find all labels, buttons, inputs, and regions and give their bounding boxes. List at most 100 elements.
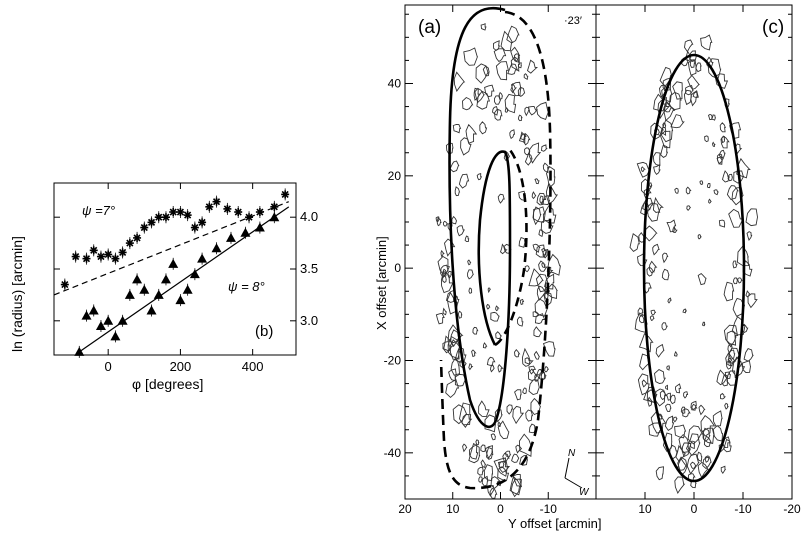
panel-a-contours <box>435 22 561 499</box>
contour <box>669 444 678 461</box>
series-2-point <box>254 222 265 232</box>
contour <box>545 182 559 205</box>
contour <box>698 404 706 416</box>
contour <box>452 404 468 425</box>
contour <box>497 460 511 473</box>
contour <box>523 132 531 146</box>
contour <box>708 198 712 204</box>
contour <box>512 405 525 425</box>
contour <box>661 268 670 281</box>
contour <box>683 391 689 399</box>
contour <box>718 443 726 453</box>
series-1-point <box>205 202 214 211</box>
contour <box>640 166 646 172</box>
panel-a-scale: ·23′ <box>564 15 582 27</box>
series-1-point <box>270 202 279 211</box>
contour <box>685 84 694 96</box>
contour <box>672 81 683 100</box>
contour <box>528 379 540 395</box>
contour <box>711 114 717 121</box>
contour <box>536 369 543 376</box>
x-tick-label: 0 <box>105 359 112 374</box>
x-tick-label: 400 <box>242 359 264 374</box>
contour <box>643 386 658 403</box>
contour <box>674 187 679 194</box>
contour <box>742 360 752 373</box>
contour <box>539 195 545 205</box>
contour <box>723 438 732 453</box>
contour <box>497 421 501 427</box>
series-1-point <box>255 208 264 217</box>
contour <box>511 453 520 463</box>
contour <box>718 149 726 159</box>
contour <box>743 348 754 362</box>
contour <box>519 454 528 466</box>
spiral-arm-dashed-inner <box>494 149 528 347</box>
panel-b-tag: (b) <box>255 323 273 340</box>
contour <box>451 215 457 225</box>
contour <box>649 315 655 321</box>
contour <box>673 350 678 357</box>
contour <box>655 466 664 481</box>
y-tick-label: 3.0 <box>300 313 318 328</box>
contour <box>524 147 531 156</box>
contour <box>506 25 520 44</box>
psi7-label: ψ =7° <box>82 203 115 218</box>
series-1-point <box>133 233 142 242</box>
contour <box>448 368 457 382</box>
series-1-point <box>161 213 170 222</box>
contour <box>509 129 516 140</box>
contour <box>726 185 739 201</box>
contour <box>747 293 758 309</box>
contour <box>510 46 521 64</box>
contour <box>673 416 678 423</box>
contour <box>543 205 557 224</box>
contour <box>723 281 735 302</box>
contour <box>528 142 542 164</box>
contour <box>645 225 658 242</box>
contour <box>458 173 470 189</box>
series-1-point <box>111 254 120 263</box>
y-tick-label: 40 <box>388 76 402 90</box>
contour <box>465 123 478 144</box>
series-1-point <box>140 223 149 232</box>
series-2-point <box>225 232 236 242</box>
series-2-point <box>95 320 106 330</box>
west-label: W <box>579 487 590 498</box>
contour <box>442 340 452 352</box>
series-2-point <box>189 269 200 279</box>
contour <box>544 365 550 373</box>
contour <box>464 235 470 243</box>
contour <box>650 309 657 316</box>
contour <box>660 144 669 158</box>
contour <box>701 321 706 327</box>
contour <box>546 165 556 189</box>
contour <box>494 408 503 423</box>
contour <box>490 311 500 322</box>
y-tick-label: 0 <box>394 261 401 275</box>
series-2-point <box>153 289 164 299</box>
contour <box>674 424 687 439</box>
contour <box>542 162 550 174</box>
contour <box>653 163 661 176</box>
panel-c-contours <box>629 34 758 494</box>
contour <box>536 101 550 120</box>
contour <box>687 425 704 445</box>
contour <box>486 303 491 310</box>
panel-a-ticks: 20 10 0 -10 -40 -20 0 20 40 <box>384 5 596 516</box>
contour <box>516 316 524 327</box>
contour <box>690 440 695 450</box>
series-1-point <box>96 252 105 261</box>
series-2-point <box>81 310 92 320</box>
contour <box>728 347 740 365</box>
contour <box>536 285 548 302</box>
contour <box>535 273 549 293</box>
contour <box>494 108 503 121</box>
series-1-point <box>198 218 207 227</box>
contour <box>533 326 543 338</box>
contour <box>659 84 667 98</box>
contour <box>541 262 546 269</box>
contour <box>685 433 701 457</box>
series-2-point <box>146 305 157 315</box>
contour <box>530 397 541 416</box>
